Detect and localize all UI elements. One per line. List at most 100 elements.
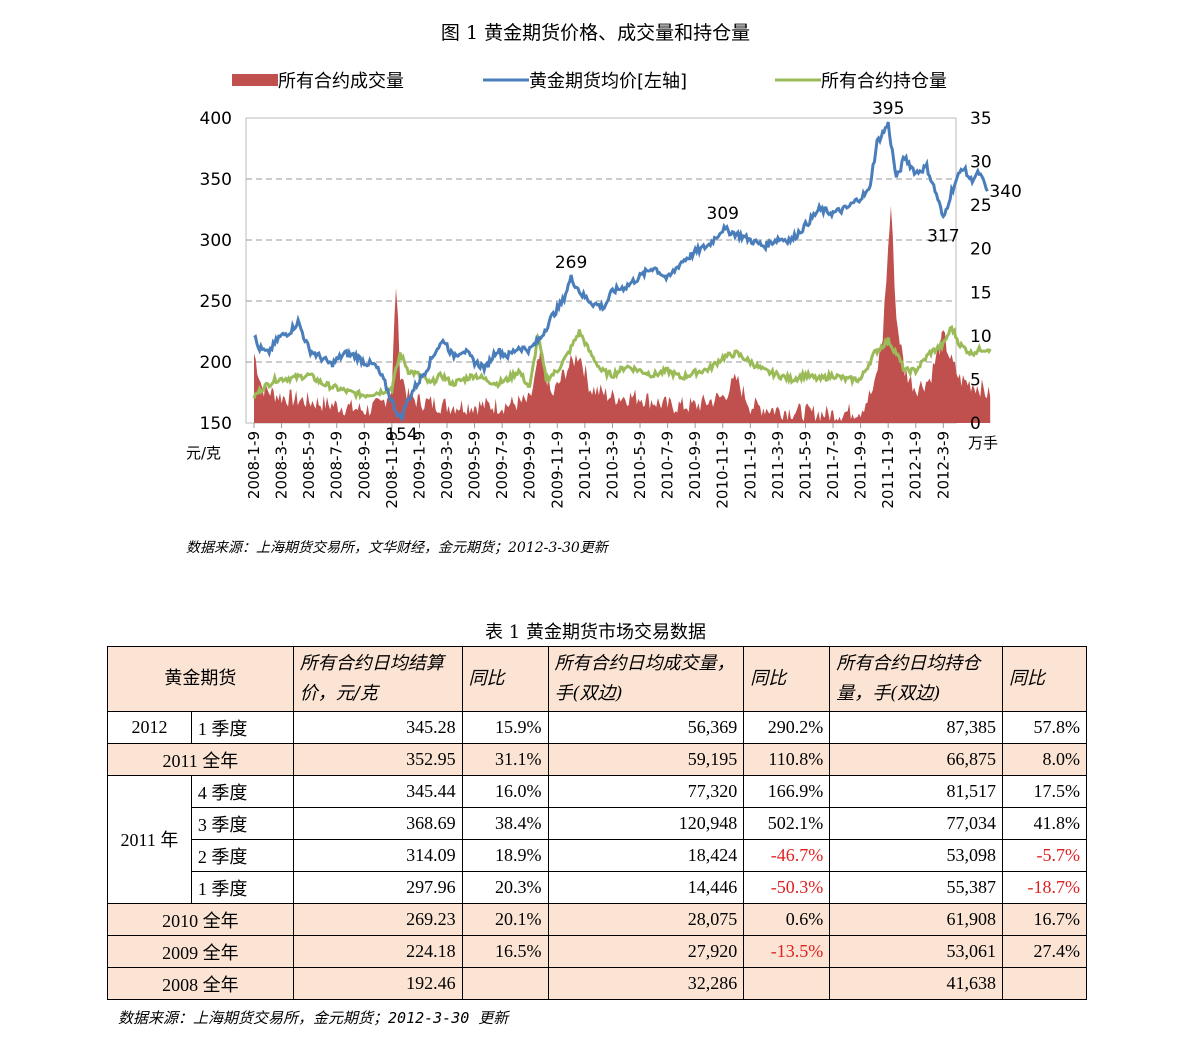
table-row: 2011 年 4 季度 345.44 16.0% 77,320 166.9% 8… (107, 775, 1088, 904)
row-label: 2010 全年 (107, 903, 294, 936)
table-source-note: 数据来源：上海期货交易所，金元期货；2012-3-30 更新 (118, 1009, 509, 1027)
x-tick-label: 2009-5-9 (466, 431, 484, 499)
row-period: 1 季度 (190, 711, 294, 744)
x-tick-label: 2010-1-9 (576, 431, 594, 499)
header-oi: 所有合约日均持仓量，手(双边) (829, 646, 1003, 712)
cell-oi-yoy: 27.4% (1001, 935, 1088, 968)
x-tick-label: 2008-5-9 (300, 431, 318, 499)
cell-price-yoy: 18.9% (461, 839, 549, 872)
x-tick-label: 2011-5-9 (796, 431, 814, 499)
cell-oi: 55,387 (829, 871, 1003, 904)
table-header-row: 黄金期货 所有合约日均结算价，元/克 同比 所有合约日均成交量，手(双边) 同比… (107, 646, 1088, 712)
cell-volume-yoy: -13.5% (743, 935, 831, 968)
row-label: 2011 全年 (107, 743, 294, 776)
x-tick-label: 2010-9-9 (686, 431, 704, 499)
left-tick-label: 150 (200, 414, 232, 434)
cell-oi-yoy: 17.5% (1001, 775, 1088, 808)
cell-volume: 14,446 (547, 871, 745, 904)
x-tick-label: 2009-3-9 (438, 431, 456, 499)
x-tick-label: 2008-1-9 (245, 431, 263, 499)
x-tick-label: 2010-5-9 (631, 431, 649, 499)
cell-oi: 61,908 (829, 903, 1003, 936)
cell-volume-yoy: -46.7% (743, 839, 831, 872)
cell-price-yoy: 20.3% (461, 871, 549, 904)
cell-volume-yoy: 166.9% (743, 775, 831, 808)
open-interest-line (252, 324, 992, 401)
cell-price: 269.23 (292, 903, 463, 936)
left-tick-label: 200 (200, 353, 232, 373)
price-series (253, 121, 989, 422)
cell-volume-yoy: 110.8% (743, 743, 831, 776)
right-tick-label: 10 (970, 327, 992, 347)
cell-volume: 32,286 (547, 967, 745, 1000)
cell-oi: 87,385 (829, 711, 1003, 744)
header-price: 所有合约日均结算价，元/克 (292, 646, 463, 712)
chart-legend: 所有合约成交量 黄金期货均价[左轴] 所有合约持仓量 (232, 71, 947, 92)
table-row: 2009 全年 224.18 16.5% 27,920 -13.5% 53,06… (107, 935, 1088, 968)
cell-price-yoy: 31.1% (461, 743, 549, 776)
cell-volume-yoy: -50.3% (743, 871, 831, 904)
cell-volume-yoy (743, 967, 831, 1000)
cell-price-yoy: 38.4% (461, 807, 549, 840)
annotation-label: 154 (385, 425, 417, 445)
cell-volume-yoy: 290.2% (743, 711, 831, 744)
annotation-label: 395 (872, 99, 904, 119)
cell-oi: 77,034 (829, 807, 1003, 840)
cell-oi-yoy: -5.7% (1001, 839, 1088, 872)
table-title: 表 1 黄金期货市场交易数据 (485, 622, 706, 643)
cell-price: 192.46 (292, 967, 463, 1000)
x-tick-label: 2009-7-9 (493, 431, 511, 499)
cell-volume: 28,075 (547, 903, 745, 936)
cell-volume: 59,195 (547, 743, 745, 776)
cell-oi-yoy (1001, 967, 1088, 1000)
cell-volume: 120,948 (547, 807, 745, 840)
header-gold-futures: 黄金期货 (107, 646, 294, 712)
row-period: 3 季度 (190, 807, 294, 840)
volume-series (254, 205, 991, 423)
cell-volume-yoy: 0.6% (743, 903, 831, 936)
x-tick-label: 2011-3-9 (769, 431, 787, 499)
cell-oi: 41,638 (829, 967, 1003, 1000)
price-line (253, 121, 989, 422)
right-tick-label: 25 (970, 196, 992, 216)
right-tick-label: 5 (970, 370, 981, 390)
table-row: 1 季度 297.96 20.3% 14,446 -50.3% 55,387 -… (108, 871, 1088, 904)
legend-label: 所有合约持仓量 (821, 71, 947, 92)
right-axis-unit: 万手 (968, 434, 998, 452)
table-row: 2012 1 季度 345.28 15.9% 56,369 290.2% 87,… (107, 711, 1088, 744)
cell-oi-yoy: 8.0% (1001, 743, 1088, 776)
cell-price-yoy: 15.9% (461, 711, 549, 744)
x-tick-label: 2010-11-9 (714, 431, 732, 509)
x-tick-label: 2010-7-9 (659, 431, 677, 499)
x-tick-label: 2009-1-9 (410, 431, 428, 499)
data-table: 黄金期货 所有合约日均结算价，元/克 同比 所有合约日均成交量，手(双边) 同比… (107, 646, 1088, 1000)
cell-price-yoy: 20.1% (461, 903, 549, 936)
chart-axes: 150 200 250 300 350 400 0 5 10 15 20 25 30 35 元/克 万手 200… (186, 109, 998, 509)
annotation-label: 309 (707, 204, 739, 224)
x-tick-label: 2008-3-9 (273, 431, 291, 499)
x-tick-label: 2012-3-9 (934, 431, 952, 499)
right-tick-label: 35 (970, 109, 992, 129)
right-tick-label: 15 (970, 283, 992, 303)
left-tick-label: 400 (200, 109, 232, 129)
x-tick-label: 2011-11-9 (879, 431, 897, 509)
cell-oi-yoy: 16.7% (1001, 903, 1088, 936)
left-axis-unit: 元/克 (186, 444, 221, 462)
left-tick-label: 300 (200, 231, 232, 251)
table-row: 2 季度 314.09 18.9% 18,424 -46.7% 53,098 -… (108, 839, 1088, 872)
cell-price: 314.09 (292, 839, 463, 872)
cell-price: 345.28 (292, 711, 463, 744)
table-row: 2010 全年 269.23 20.1% 28,075 0.6% 61,908 … (107, 903, 1088, 936)
cell-volume: 56,369 (547, 711, 745, 744)
header-volume: 所有合约日均成交量，手(双边) (547, 646, 745, 712)
open-interest-series (252, 324, 992, 401)
cell-price: 297.96 (292, 871, 463, 904)
chart: 所有合约成交量 黄金期货均价[左轴] 所有合约持仓量 150200250300350… (186, 71, 1022, 509)
cell-oi: 66,875 (829, 743, 1003, 776)
right-tick-label: 0 (970, 414, 981, 434)
row-period: 1 季度 (190, 871, 294, 904)
cell-oi: 81,517 (829, 775, 1003, 808)
row-group: 2011 年 (107, 775, 192, 904)
cell-volume-yoy: 502.1% (743, 807, 831, 840)
row-period: 2 季度 (190, 839, 294, 872)
